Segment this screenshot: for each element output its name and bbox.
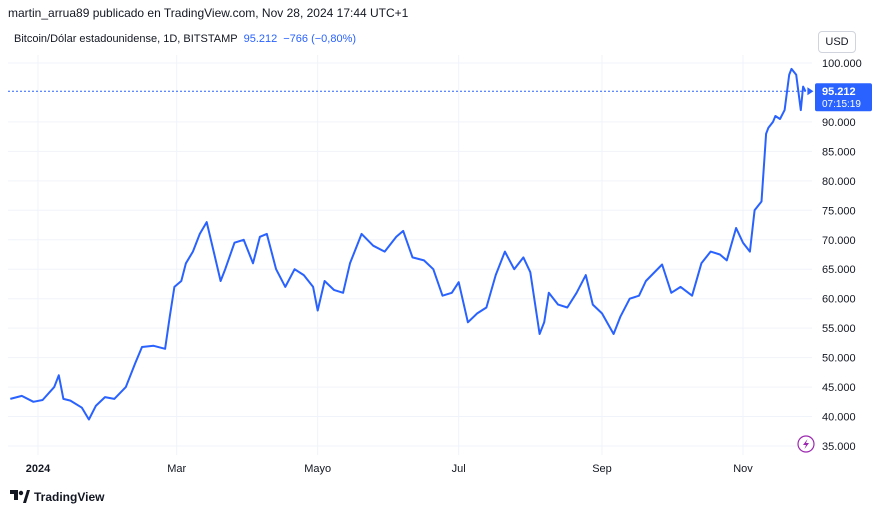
y-tick-label: 90.000 [822, 117, 856, 129]
tradingview-logo-icon [10, 490, 30, 503]
lightning-icon[interactable] [797, 435, 815, 453]
symbol-price: 95.212 [243, 33, 278, 45]
y-tick-label: 45.000 [822, 382, 856, 394]
price-badge-background [815, 83, 872, 112]
y-tick-label: 85.000 [822, 146, 856, 158]
y-tick-label: 40.000 [822, 412, 856, 424]
price-series-line [10, 67, 807, 421]
footer-brand[interactable]: TradingView [10, 490, 104, 504]
currency-button[interactable]: USD [818, 31, 856, 53]
grid [8, 55, 812, 455]
y-tick-label: 65.000 [822, 264, 856, 276]
x-tick-label: Mar [167, 463, 186, 475]
y-tick-label: 80.000 [822, 176, 856, 188]
x-axis: 2024 Mar Mayo Jul Sep Nov [26, 463, 754, 475]
y-tick-label: 75.000 [822, 205, 856, 217]
y-tick-label: 50.000 [822, 353, 856, 365]
price-badge-price: 95.212 [822, 86, 856, 98]
x-tick-label: Mayo [304, 463, 331, 475]
last-price-marker [807, 87, 814, 96]
footer-brand-label: TradingView [34, 490, 105, 504]
y-tick-label: 55.000 [822, 323, 856, 335]
y-axis: 35.000 40.000 45.000 50.000 55.000 60.000 65.0… [822, 58, 862, 453]
y-tick-label: 60.000 [822, 294, 856, 306]
price-badge: 95.212 07:15:19 [815, 83, 872, 112]
x-tick-label: Sep [592, 463, 612, 475]
symbol-name: Bitcoin/Dólar estadounidense, 1D, BITSTA… [14, 33, 238, 45]
x-tick-label: Nov [733, 463, 753, 475]
symbol-legend: Bitcoin/Dólar estadounidense, 1D, BITSTA… [14, 33, 356, 45]
y-tick-label: 35.000 [822, 441, 856, 453]
price-badge-countdown: 07:15:19 [822, 99, 861, 110]
y-tick-label: 100.000 [822, 58, 862, 70]
symbol-change: −766 (−0,80%) [283, 33, 357, 45]
y-tick-label: 70.000 [822, 235, 856, 247]
x-tick-label: Jul [452, 463, 466, 475]
x-tick-label: 2024 [26, 463, 51, 475]
publisher-line: martin_arrua89 publicado en TradingView.… [8, 6, 409, 20]
